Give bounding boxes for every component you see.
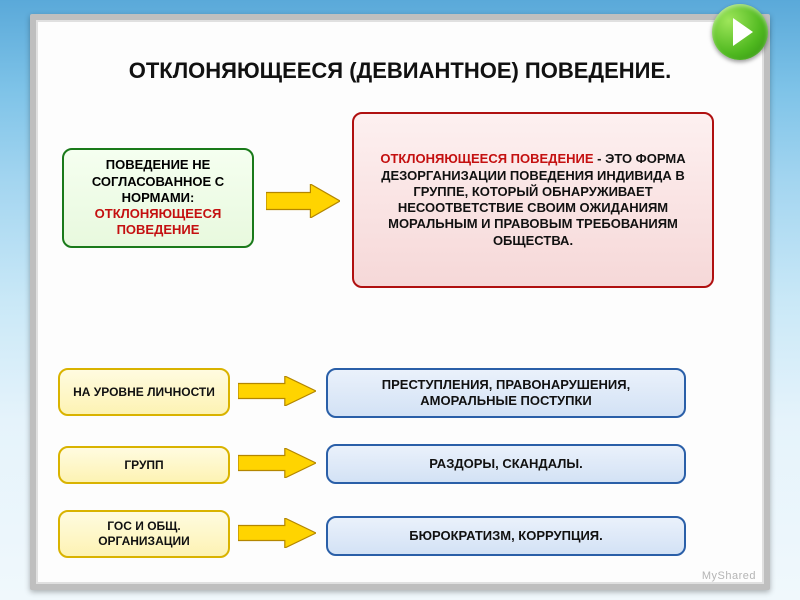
watermark: MyShared (702, 570, 756, 582)
arrow-2 (238, 376, 316, 406)
page-title: ОТКЛОНЯЮЩЕЕСЯ (ДЕВИАНТНОЕ) ПОВЕДЕНИЕ. (60, 58, 740, 84)
box-level-gov: ГОС И ОБЩ. ОРГАНИЗАЦИИ (58, 510, 230, 558)
next-button[interactable] (712, 4, 768, 60)
next-icon (712, 4, 768, 60)
arrow-4 (238, 518, 316, 548)
content-frame (30, 14, 770, 590)
box-ex-gov: БЮРОКРАТИЗМ, КОРРУПЦИЯ. (326, 516, 686, 556)
box-norms: ПОВЕДЕНИЕ НЕ СОГЛАСОВАННОЕ С НОРМАМИ: ОТ… (62, 148, 254, 248)
box-definition: ОТКЛОНЯЮЩЕЕСЯ ПОВЕДЕНИЕ - ЭТО ФОРМА ДЕЗО… (352, 112, 714, 288)
box-norms-line2: ОТКЛОНЯЮЩЕЕСЯ ПОВЕДЕНИЕ (95, 206, 222, 237)
box-level-group: ГРУПП (58, 446, 230, 484)
arrow-right-icon (733, 18, 753, 46)
box-ex-person: ПРЕСТУПЛЕНИЯ, ПРАВОНАРУШЕНИЯ, АМОРАЛЬНЫЕ… (326, 368, 686, 418)
box-level-person: НА УРОВНЕ ЛИЧНОСТИ (58, 368, 230, 416)
arrow-3 (238, 448, 316, 478)
box-ex-group: РАЗДОРЫ, СКАНДАЛЫ. (326, 444, 686, 484)
arrow-1 (266, 184, 340, 218)
box-definition-lead: ОТКЛОНЯЮЩЕЕСЯ ПОВЕДЕНИЕ (380, 151, 593, 166)
box-norms-line1: ПОВЕДЕНИЕ НЕ СОГЛАСОВАННОЕ С НОРМАМИ: (92, 157, 224, 205)
